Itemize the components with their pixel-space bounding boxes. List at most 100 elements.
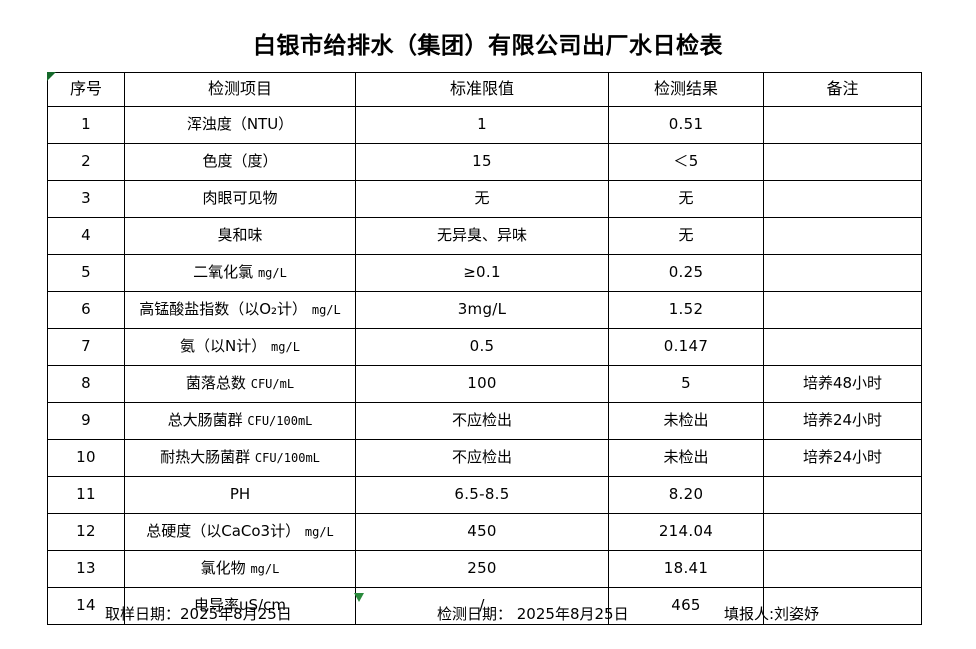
cell-note [763,513,922,551]
cell-no: 1 [47,106,125,144]
cell-result: 18.41 [608,550,764,588]
table-body: 1 浑浊度（NTU） 1 0.51 2 色度（度） 15 ＜5 3 肉眼可见物无无 4 臭和味 无异臭、… [47,106,922,625]
cell-result: 8.20 [608,476,764,514]
green-corner-marker-icon [47,72,56,81]
cell-note [763,476,922,514]
table-row: 2 色度（度） 15 ＜5 [47,143,922,181]
table-row: 6 高锰酸盐指数（以O₂计） mg/L 3mg/L 1.52 [47,291,922,329]
green-bottom-marker-icon [354,593,364,602]
item-name: 氯化物 [200,559,246,578]
table-row: 5 二氧化氯 mg/L ≥0.1 0.25 [47,254,922,292]
cell-item: 高锰酸盐指数（以O₂计） mg/L [124,291,356,329]
column-header-note: 备注 [763,72,922,107]
cell-note [763,328,922,366]
item-name: 肉眼可见物 [202,189,278,208]
cell-result: 未检出 [608,439,764,477]
daily-inspection-table-container: 序号 检测项目 标准限值 检测结果 备注 1 浑浊度（NTU） 1 0.51 2 色度（度… [47,72,922,625]
cell-no: 7 [47,328,125,366]
cell-standard-limit: 3mg/L [355,291,609,329]
item-unit: mg/L [257,266,287,281]
item-name: 总硬度（以CaCo3计） [146,522,301,541]
table-row: 1 浑浊度（NTU） 1 0.51 [47,106,922,144]
cell-note: 培养24小时 [763,402,922,440]
cell-note [763,143,922,181]
cell-note: 培养48小时 [763,365,922,403]
cell-item: 菌落总数 CFU/mL [124,365,356,403]
cell-note [763,291,922,329]
testing-date: 检测日期： 2025年8月25日 [437,605,629,623]
cell-standard-limit: 0.5 [355,328,609,366]
cell-no: 5 [47,254,125,292]
cell-standard-limit: 1 [355,106,609,144]
cell-result: 0.51 [608,106,764,144]
cell-item: 氨（以N计） mg/L [124,328,356,366]
cell-standard-limit: ≥0.1 [355,254,609,292]
cell-note [763,217,922,255]
column-header-no: 序号 [47,72,125,107]
cell-note [763,180,922,218]
cell-item: 氯化物 mg/L [124,550,356,588]
cell-result: 无 [608,217,764,255]
cell-item: 色度（度） [124,143,356,181]
item-unit: mg/L [311,303,341,318]
cell-result: 214.04 [608,513,764,551]
item-name: 色度（度） [202,152,278,171]
cell-item: 臭和味 [124,217,356,255]
item-name: 总大肠菌群 [167,411,243,430]
cell-item: 耐热大肠菌群 CFU/100mL [124,439,356,477]
cell-standard-limit: 6.5-8.5 [355,476,609,514]
cell-result: 未检出 [608,402,764,440]
table-row: 3 肉眼可见物 无无 [47,180,922,218]
item-name: 高锰酸盐指数（以O₂计） [139,300,308,319]
column-header-item: 检测项目 [124,72,356,107]
table-row: 14 电导率uS/cm/465 [47,587,922,625]
table-row: 13 氯化物 mg/L 250 18.41 [47,550,922,588]
cell-no: 10 [47,439,125,477]
cell-note [763,587,922,625]
cell-note: 培养24小时 [763,439,922,477]
cell-note [763,106,922,144]
cell-item: 电导率uS/cm [124,587,356,625]
column-header-result: 检测结果 [608,72,764,107]
cell-standard-limit: 无 [355,180,609,218]
cell-standard-limit: 15 [355,143,609,181]
cell-standard-limit: 不应检出 [355,439,609,477]
table-row: 11 PH 6.5-8.5 8.20 [47,476,922,514]
cell-standard-limit: 100 [355,365,609,403]
item-unit: mg/L [304,525,334,540]
cell-note [763,550,922,588]
cell-no: 4 [47,217,125,255]
cell-result: ＜5 [608,143,764,181]
cell-result: 无 [608,180,764,218]
item-name: 菌落总数 [185,374,246,393]
item-name: 二氧化氯 [193,263,254,282]
reporter-name: 填报人:刘姿妤 [724,605,820,623]
cell-standard-limit: 不应检出 [355,402,609,440]
item-unit: CFU/100mL [247,414,313,429]
cell-item: 总硬度（以CaCo3计） mg/L [124,513,356,551]
cell-standard-limit: 250 [355,550,609,588]
item-name: 臭和味 [217,226,263,245]
table-row: 9 总大肠菌群 CFU/100mL 不应检出 未检出 培养24小时 [47,402,922,440]
daily-inspection-table: 序号 检测项目 标准限值 检测结果 备注 1 浑浊度（NTU） 1 0.51 2 色度（度… [47,72,922,625]
page-title: 白银市给排水（集团）有限公司出厂水日检表 [253,32,723,59]
cell-no: 14 [47,587,125,625]
cell-item: PH [124,476,356,514]
item-name: 浑浊度（NTU） [186,115,294,134]
cell-no: 12 [47,513,125,551]
item-name: 氨（以N计） [180,337,267,356]
item-unit: CFU/100mL [254,451,320,466]
cell-result: 0.25 [608,254,764,292]
item-unit: mg/L [250,562,280,577]
table-row: 12 总硬度（以CaCo3计） mg/L 450 214.04 [47,513,922,551]
cell-note [763,254,922,292]
table-row: 8 菌落总数 CFU/mL 100 5 培养48小时 [47,365,922,403]
cell-item: 浑浊度（NTU） [124,106,356,144]
item-name: 电导率uS/cm [194,596,286,615]
cell-item: 肉眼可见物 [124,180,356,218]
item-name: PH [229,485,251,504]
item-name: 耐热大肠菌群 [160,448,251,467]
sampling-date: 取样日期：2025年8月25日 [105,605,292,623]
cell-no: 8 [47,365,125,403]
